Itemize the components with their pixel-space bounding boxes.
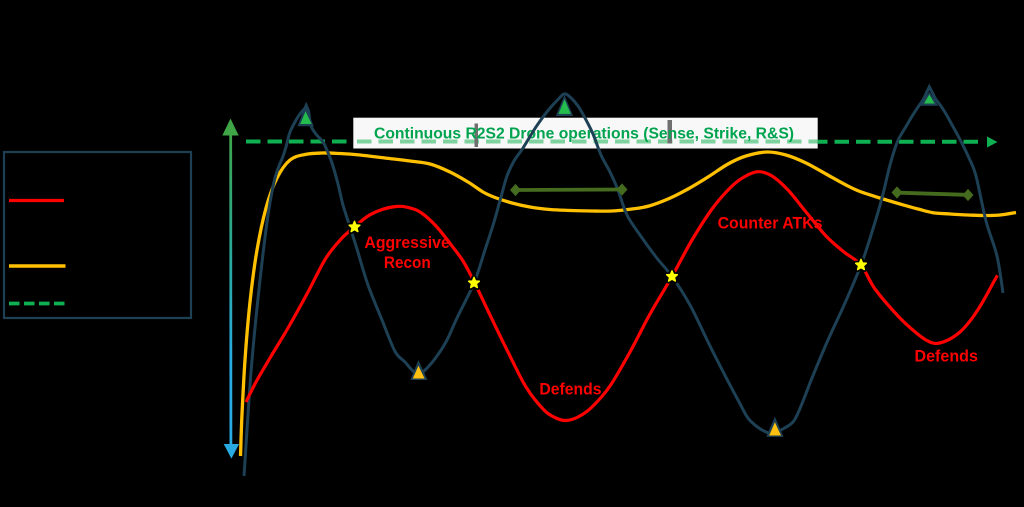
svg-text:Recon: Recon	[384, 254, 431, 272]
svg-text:Defends: Defends	[539, 379, 601, 398]
svg-text:Counter ATKs: Counter ATKs	[718, 214, 823, 233]
svg-text:Aggressive: Aggressive	[364, 233, 449, 252]
svg-text:Continuous R2S2 Drone operatio: Continuous R2S2 Drone operations (Sense,…	[374, 126, 794, 143]
svg-text:Defends: Defends	[915, 347, 978, 366]
